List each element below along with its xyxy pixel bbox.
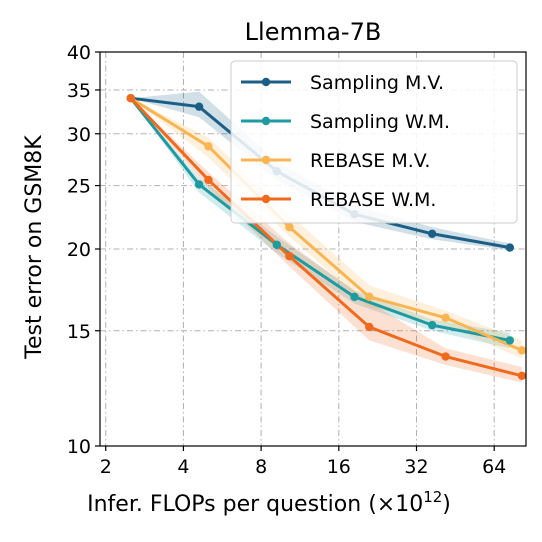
y-tick-label: 40 [67,42,91,64]
band-rebase-m-v [130,98,522,359]
legend-entry: REBASE M.V. [241,150,430,172]
point-rebase-m-v [441,313,450,322]
point-rebase-w-m [517,371,527,381]
x-tick-label: 64 [482,456,506,478]
point-sampling-w-m [272,240,281,249]
legend-marker [261,194,271,204]
legend-entry: Sampling M.V. [241,72,444,94]
x-tick-label: 4 [177,456,189,478]
point-rebase-w-m [126,93,135,103]
legend-box [230,60,518,224]
y-tick-label: 25 [67,176,91,198]
line-sampling-w-m [129,97,511,342]
point-rebase-m-v [517,346,527,355]
x-tick-label: 8 [255,456,267,478]
y-tick-label: 30 [67,124,91,146]
point-sampling-m-v [505,243,515,252]
y-tick-label: 20 [67,239,91,261]
legend-label: Sampling W.M. [310,111,450,133]
series-markers [126,93,527,381]
legend-marker [261,155,271,165]
y-ticks: 10 15 20 25 30 35 40 [67,42,100,458]
point-rebase-m-v [365,292,374,302]
point-sampling-w-m [194,180,204,189]
x-axis-label-exponent: 12 [423,488,442,506]
point-rebase-w-m [285,251,294,261]
x-tick-label: 32 [404,456,428,478]
point-rebase-w-m [365,322,374,332]
point-rebase-m-v [204,142,213,151]
point-sampling-m-v [427,229,437,238]
y-tick-label: 15 [67,321,91,343]
point-sampling-w-m [427,320,437,330]
point-sampling-w-m [505,336,515,345]
y-tick-label: 35 [67,80,91,102]
point-rebase-w-m [441,352,450,361]
legend-label: REBASE M.V. [310,150,430,172]
legend-marker [261,116,271,126]
series-lines [129,96,523,378]
legend-entry: Sampling W.M. [241,111,450,133]
chart-title: Llemma-7B [245,18,382,46]
legend-label: REBASE W.M. [310,189,436,211]
x-axis-label-main: Infer. FLOPs per question (×10 [87,492,423,517]
point-rebase-m-v [285,222,294,232]
point-rebase-w-m [204,175,213,185]
legend-entry: REBASE W.M. [241,189,436,211]
point-sampling-m-v [194,102,204,111]
x-axis-label: Infer. FLOPs per question (×1012) [87,488,451,517]
line-rebase-m-v [129,96,523,352]
x-axis-label-end: ) [442,492,451,517]
x-tick-label: 16 [327,456,351,478]
point-sampling-w-m [350,292,359,302]
x-tick-label: 2 [100,456,112,478]
x-ticks: 2 4 8 16 32 64 [100,446,506,478]
legend-marker [261,77,271,87]
y-tick-label: 10 [67,436,91,458]
legend: Sampling M.V. Sampling W.M. REBASE M.V. REB… [230,60,518,224]
band-sampling-m-v [130,91,510,251]
y-axis-label: Test error on GSM8K [22,135,47,360]
line-rebase-w-m [129,97,523,378]
confidence-bands [130,91,522,383]
legend-label: Sampling M.V. [310,72,444,94]
